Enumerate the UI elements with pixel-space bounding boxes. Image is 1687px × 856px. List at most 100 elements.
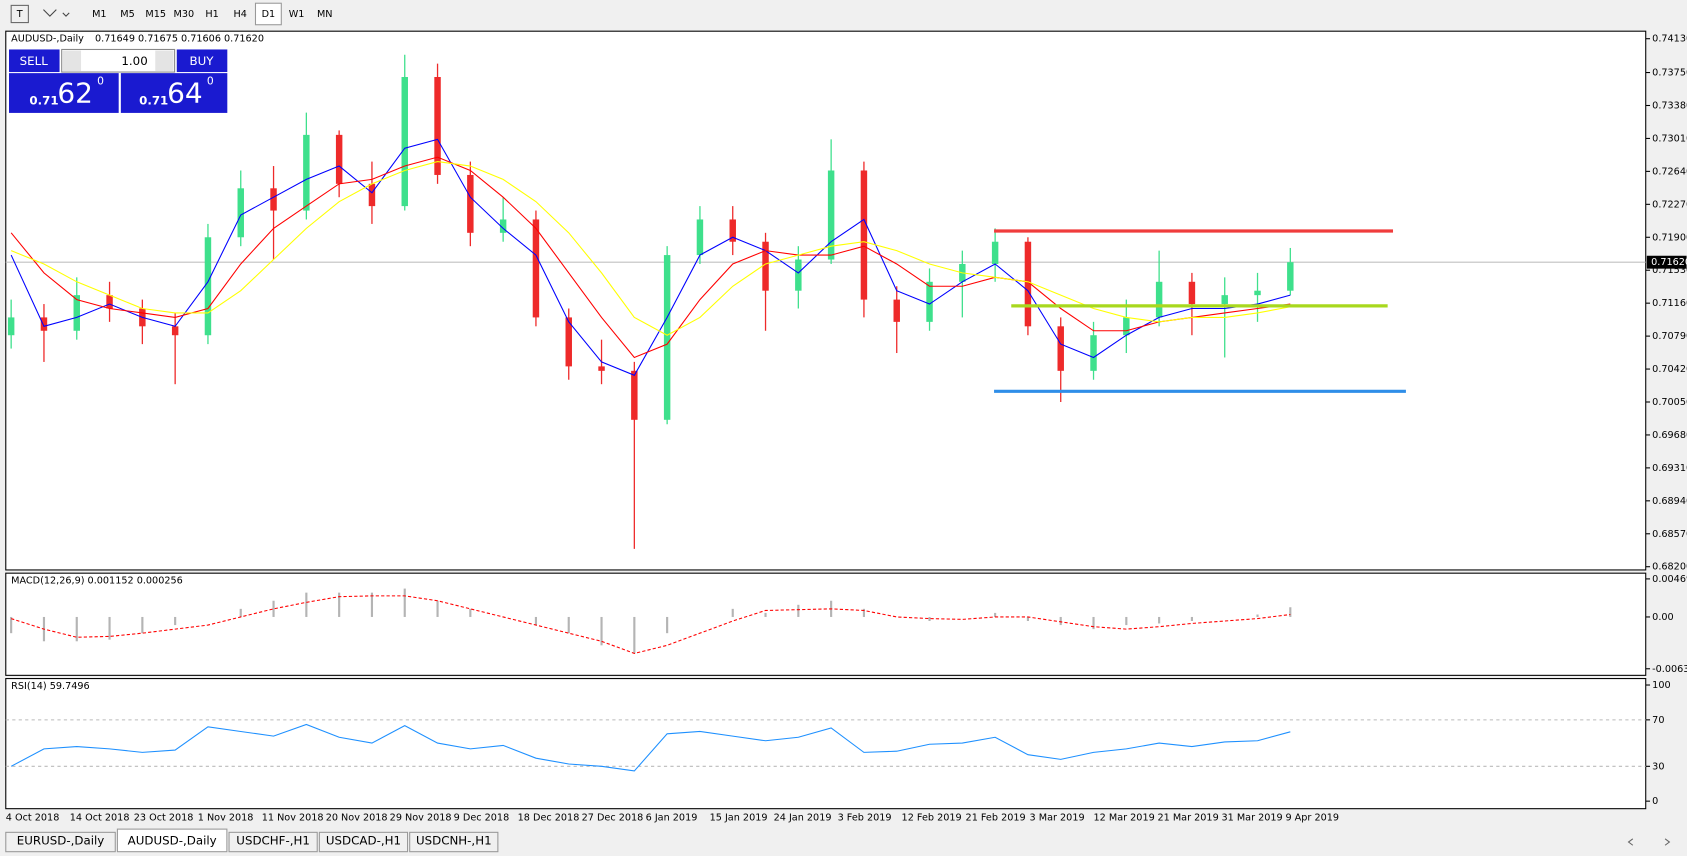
tab-label: EURUSD-,Daily bbox=[17, 833, 104, 847]
y-tick-label: 30 bbox=[1652, 761, 1664, 772]
x-tick-label: 20 Nov 2018 bbox=[326, 812, 388, 823]
tab-label: USDCHF-,H1 bbox=[236, 833, 310, 847]
tab[interactable] bbox=[228, 831, 318, 853]
candle-body bbox=[7, 317, 15, 336]
candle-body bbox=[368, 183, 376, 207]
x-tick-label: 9 Dec 2018 bbox=[454, 812, 510, 823]
sell-price-big: 62 bbox=[57, 77, 93, 110]
y-tick-label: 0 bbox=[1652, 796, 1658, 807]
lot-up[interactable] bbox=[155, 50, 174, 71]
tab[interactable] bbox=[116, 828, 228, 853]
lot-field[interactable] bbox=[61, 48, 176, 73]
moving-average bbox=[10, 156, 1291, 359]
candle-body bbox=[565, 317, 572, 367]
x-tick-label: 18 Dec 2018 bbox=[518, 812, 580, 823]
toolbar bbox=[0, 0, 1687, 28]
timeframe-button[interactable]: D1 bbox=[262, 9, 276, 20]
timeframe-button[interactable]: M5 bbox=[120, 9, 134, 20]
sell-label: SELL bbox=[20, 54, 49, 68]
candle-body bbox=[499, 219, 507, 233]
tab[interactable] bbox=[409, 831, 499, 853]
x-tick-label: 1 Nov 2018 bbox=[198, 812, 254, 823]
candle-body bbox=[795, 259, 802, 291]
candle-body bbox=[40, 317, 48, 331]
tab-scroll[interactable] bbox=[1627, 838, 1671, 846]
lot-down[interactable] bbox=[62, 50, 82, 71]
last-price-tag bbox=[1646, 255, 1687, 269]
buy-button[interactable] bbox=[176, 49, 228, 73]
tab-label: USDCNH-,H1 bbox=[416, 833, 492, 847]
candle-body bbox=[1221, 295, 1228, 305]
x-tick-label: 21 Feb 2019 bbox=[966, 812, 1026, 823]
candle-body bbox=[1155, 281, 1163, 318]
candle-body bbox=[1024, 241, 1032, 327]
candle-body bbox=[1057, 326, 1064, 371]
x-tick-label: 27 Dec 2018 bbox=[582, 812, 644, 823]
x-tick-label: 24 Jan 2019 bbox=[774, 812, 832, 823]
macd-title: MACD(12,26,9) 0.001152 0.000256 bbox=[11, 576, 183, 587]
y-tick-label: 0.004694 bbox=[1652, 574, 1687, 585]
candle-body bbox=[237, 188, 244, 238]
sell-button[interactable] bbox=[9, 49, 60, 73]
buy-price-box[interactable] bbox=[120, 73, 228, 113]
x-tick-label: 23 Oct 2018 bbox=[134, 812, 194, 823]
x-tick-label: 9 Apr 2019 bbox=[1285, 812, 1339, 823]
main-panel bbox=[5, 30, 1647, 571]
candle-body bbox=[335, 134, 343, 184]
x-tick-label: 12 Mar 2019 bbox=[1094, 812, 1155, 823]
x-tick-label: 14 Oct 2018 bbox=[70, 812, 130, 823]
tab[interactable] bbox=[318, 831, 409, 853]
chart-quote: 0.71649 0.71675 0.71606 0.71620 bbox=[95, 34, 264, 45]
timeframe-button[interactable]: M1 bbox=[92, 9, 106, 20]
candle-body bbox=[467, 174, 474, 233]
chart-title: AUDUSD-,Daily bbox=[11, 34, 84, 45]
toolbar-icon[interactable] bbox=[43, 9, 70, 17]
timeframe-button[interactable]: H4 bbox=[234, 9, 247, 20]
candle-body bbox=[598, 366, 605, 371]
x-tick-label: 11 Nov 2018 bbox=[262, 812, 324, 823]
candle-body bbox=[1254, 290, 1261, 296]
x-tick-label: 31 Mar 2019 bbox=[1221, 812, 1282, 823]
timeframe-button[interactable]: H1 bbox=[205, 9, 218, 20]
x-tick-label: 21 Mar 2019 bbox=[1158, 812, 1219, 823]
candle-body bbox=[532, 219, 540, 318]
sell-price-box[interactable] bbox=[9, 73, 119, 113]
candle-body bbox=[991, 241, 999, 264]
timeframe-button[interactable]: M30 bbox=[174, 9, 195, 20]
macd-panel bbox=[5, 572, 1647, 676]
timeframe-button[interactable]: M15 bbox=[145, 9, 166, 20]
x-tick-label: 3 Mar 2019 bbox=[1030, 812, 1085, 823]
timeframe-button[interactable]: W1 bbox=[289, 9, 305, 20]
y-tick-label: 100 bbox=[1652, 680, 1670, 691]
tab[interactable] bbox=[5, 831, 116, 853]
toolbar-icon[interactable] bbox=[10, 4, 29, 24]
candle-body bbox=[631, 370, 638, 420]
rsi-title: RSI(14) 59.7496 bbox=[11, 681, 90, 692]
timeframe-button[interactable]: MN bbox=[317, 9, 333, 20]
moving-average bbox=[10, 161, 1291, 336]
candle-body bbox=[303, 134, 310, 211]
candle-body bbox=[729, 219, 736, 242]
candle-body bbox=[827, 170, 835, 260]
x-tick-label: 29 Nov 2018 bbox=[390, 812, 452, 823]
macd-signal bbox=[10, 595, 1291, 655]
x-tick-label: 4 Oct 2018 bbox=[6, 812, 60, 823]
x-tick-label: 3 Feb 2019 bbox=[838, 812, 892, 823]
candle-body bbox=[270, 188, 277, 211]
